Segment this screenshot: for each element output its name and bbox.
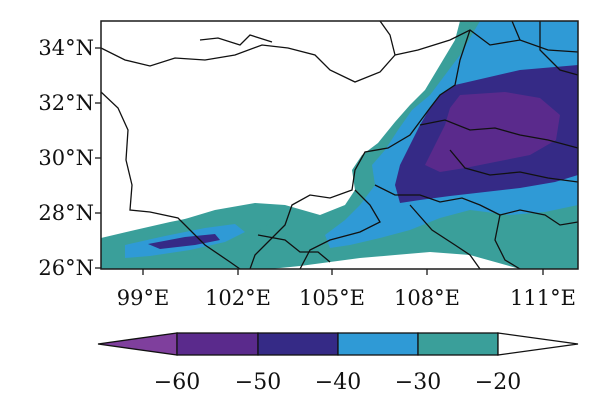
map-frame (100, 20, 579, 270)
colorbar-extend-high (497, 332, 579, 356)
boundary-line (539, 21, 578, 76)
boundary-line (449, 149, 578, 183)
boundary-line (394, 29, 578, 56)
colorbar-label-minus30: −30 (394, 370, 442, 395)
colorbar (97, 332, 579, 356)
colorbar-extend-low (97, 332, 178, 356)
field-indigo-southwest (148, 234, 220, 249)
colorbar-label-minus40: −40 (314, 370, 362, 395)
colorbar-segment-0 (176, 332, 259, 356)
colorbar-segment-2 (337, 332, 419, 356)
boundary-line (257, 234, 331, 263)
lat-label-26: 26°N (38, 256, 94, 280)
lat-label-32: 32°N (38, 91, 94, 115)
lon-label-102: 102°E (205, 286, 271, 310)
boundary-line (511, 21, 521, 41)
colorbar-segment-1 (257, 332, 339, 356)
field-purple-core (425, 92, 560, 172)
longitude-ticks (142, 269, 544, 275)
lat-label-28: 28°N (38, 201, 94, 225)
boundary-line (494, 214, 521, 269)
boundary-line (374, 184, 578, 226)
admin-boundaries (101, 21, 578, 269)
boundary-line (299, 189, 381, 269)
lon-label-105: 105°E (299, 286, 365, 310)
colorbar-segment-3 (417, 332, 499, 356)
boundary-line (199, 34, 273, 46)
latitude-ticks (95, 47, 101, 269)
anomaly-field (101, 21, 578, 269)
boundary-line (101, 91, 241, 269)
lon-label-108: 108°E (394, 286, 460, 310)
boundary-line (101, 21, 396, 83)
boundary-line (249, 29, 471, 269)
lat-label-30: 30°N (38, 146, 94, 170)
colorbar-label-minus60: −60 (153, 370, 201, 395)
colorbar-label-minus20: −20 (474, 370, 522, 395)
lon-label-99: 99°E (116, 286, 170, 310)
colorbar-label-minus50: −50 (234, 370, 282, 395)
boundary-line (419, 119, 578, 149)
boundary-line (409, 204, 481, 269)
lon-label-111: 111°E (510, 286, 576, 310)
lat-label-34: 34°N (38, 36, 94, 60)
